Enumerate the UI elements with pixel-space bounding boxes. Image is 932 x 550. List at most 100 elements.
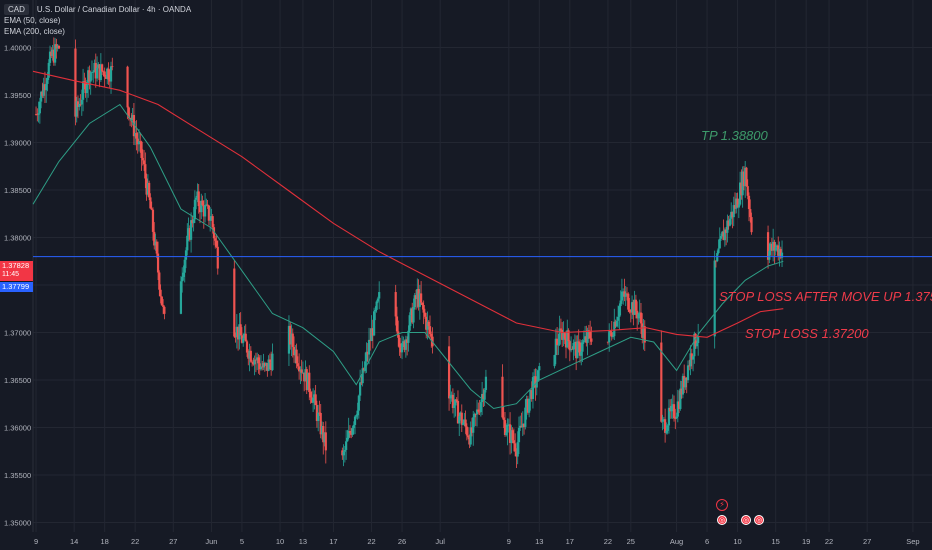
time-tick-label: 14 (70, 537, 78, 546)
candle-body (522, 423, 526, 427)
candle-body (632, 302, 635, 315)
candle-body (473, 414, 476, 418)
candle-body (351, 428, 354, 435)
ema200-legend[interactable]: EMA (200, close) (4, 27, 65, 36)
candle-body (638, 312, 641, 314)
candle-body (503, 420, 507, 435)
candle-body (639, 312, 643, 324)
candle-body (406, 339, 409, 343)
candle-body (158, 272, 161, 290)
candle-body (47, 62, 50, 78)
candle-body (554, 338, 557, 356)
candle-body (779, 248, 782, 258)
price-line-tag: 1.37799 (0, 282, 33, 292)
candle-body (662, 419, 665, 421)
candle-body (248, 350, 251, 359)
candle-body (475, 409, 479, 415)
candle-body (196, 191, 199, 198)
price-tick-label: 1.39500 (4, 91, 31, 100)
candle-body (54, 44, 57, 63)
candle-body (400, 343, 404, 353)
candle-body (627, 293, 630, 310)
candle-body (520, 425, 523, 428)
candle-body (674, 418, 677, 419)
candle-body (40, 91, 43, 102)
candle-body (745, 167, 748, 187)
candle-body (557, 344, 560, 346)
candle-body (75, 101, 78, 117)
event-icon[interactable]: ◎ (754, 515, 764, 525)
candle-body (403, 341, 406, 350)
candle-body (722, 231, 725, 241)
candle-body (78, 103, 81, 107)
candle-body (189, 220, 193, 240)
candle-body (660, 342, 663, 422)
candle-body (672, 404, 676, 419)
candle-body (468, 437, 471, 445)
candle-body (136, 138, 139, 145)
candle-body (345, 441, 348, 450)
candle-body (188, 228, 191, 240)
time-tick-label: 19 (802, 537, 810, 546)
candle-body (42, 84, 45, 96)
candle-body (725, 229, 728, 233)
candle-body (305, 369, 308, 391)
candle-body (243, 333, 246, 339)
candle-body (472, 417, 475, 433)
candle-body (324, 432, 327, 451)
candle-body (421, 302, 424, 306)
candle-body (266, 363, 269, 371)
current-price-value: 1.37828 (2, 261, 30, 270)
candle-body (642, 326, 645, 338)
candle-body (564, 338, 568, 348)
candle-body (450, 394, 453, 396)
candle-body (365, 351, 368, 362)
candle-body (235, 326, 238, 337)
candle-body (669, 407, 672, 412)
candle-body (661, 419, 664, 422)
event-icon[interactable]: ◎ (717, 515, 727, 525)
candle-body (641, 323, 644, 338)
candle-body (508, 424, 512, 443)
sl-after-move-annotation[interactable]: STOP LOSS AFTER MOVE UP 1.37500 (719, 289, 932, 304)
candle-body (179, 281, 183, 314)
candle-body (569, 348, 573, 351)
candle-body (618, 306, 621, 317)
candle-body (428, 326, 432, 334)
candle-body (43, 84, 47, 91)
candle-body (474, 414, 477, 415)
candle-body (318, 412, 321, 414)
time-axis[interactable]: 9 14 18 22 27 Jun 5 10 13 17 22 26 Jul 9 13 17 22 25 Aug 6 1… (34, 537, 920, 546)
candle-body (454, 399, 457, 406)
sl-annotation[interactable]: STOP LOSS 1.37200 (745, 326, 869, 341)
candle-body (46, 77, 49, 84)
candle-body (398, 337, 401, 348)
candle-body (417, 288, 420, 307)
candle-body (308, 372, 311, 393)
candle-body (773, 241, 776, 251)
flash-event-icon[interactable]: ⚡ (716, 499, 728, 511)
candle-body (625, 293, 629, 295)
candle-body (88, 70, 91, 82)
currency-badge[interactable]: CAD (4, 4, 29, 15)
candle-body (162, 305, 165, 307)
symbol-title[interactable]: U.S. Dollar / Canadian Dollar · 4h · OAN… (36, 5, 192, 14)
candle-body (74, 48, 77, 117)
candle-body (775, 245, 779, 248)
candle-body (134, 133, 137, 137)
ema50-legend[interactable]: EMA (50, close) (4, 16, 61, 25)
candle-body (81, 81, 85, 100)
candle-body (535, 381, 538, 388)
candle-body (292, 346, 296, 356)
event-icon[interactable]: ◎ (741, 515, 751, 525)
candle-body (139, 141, 142, 143)
tp-annotation[interactable]: TP 1.38800 (701, 128, 768, 143)
candle-body (270, 362, 273, 371)
candle-body (234, 336, 237, 338)
candle-body (299, 369, 302, 372)
time-tick-label: 13 (299, 537, 307, 546)
time-tick-label: 5 (240, 537, 244, 546)
candle-body (374, 309, 377, 312)
candle-body (538, 366, 541, 371)
